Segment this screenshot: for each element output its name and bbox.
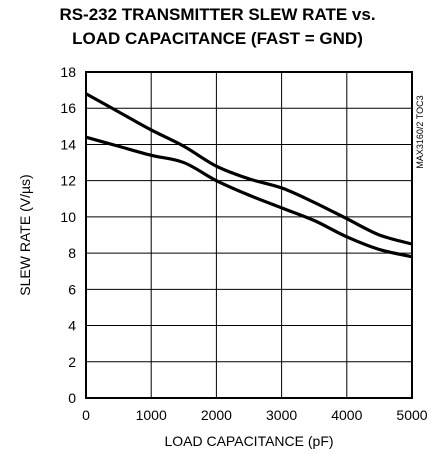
chart-title-line-2: LOAD CAPACITANCE (FAST = GND) [72,29,363,48]
x-tick-label-1: 1000 [136,407,167,423]
y-tick-labels: 0 2 4 6 8 10 12 14 16 18 [60,64,76,406]
x-tick-labels: 0 1000 2000 3000 4000 5000 [82,407,428,423]
series-lines [85,92,413,259]
x-tick-label-4: 4000 [331,407,362,423]
y-tick-label-3: 6 [68,281,76,297]
y-tick-label-5: 10 [60,209,76,225]
y-tick-label-0: 0 [68,390,76,406]
y-tick-label-7: 14 [60,136,76,152]
chip-tag-label: MAX3160/2 TOC3 [415,95,425,168]
y-tick-label-4: 8 [68,245,76,261]
series-line-0 [85,92,413,246]
y-tick-label-1: 2 [68,354,76,370]
x-tick-label-0: 0 [82,407,90,423]
y-axis-label: SLEW RATE (V/µs) [17,174,33,295]
x-tick-label-5: 5000 [396,407,427,423]
y-tick-label-9: 18 [60,64,76,80]
series-line-1 [85,135,413,259]
plot-frame [85,71,413,399]
chart-title-line-1: RS-232 TRANSMITTER SLEW RATE vs. [59,5,376,24]
x-tick-label-3: 3000 [266,407,297,423]
y-tick-label-8: 16 [60,100,76,116]
x-tick-label-2: 2000 [201,407,232,423]
y-tick-label-2: 4 [68,318,76,334]
y-tick-label-6: 12 [60,173,76,189]
x-axis-label: LOAD CAPACITANCE (pF) [164,433,333,449]
